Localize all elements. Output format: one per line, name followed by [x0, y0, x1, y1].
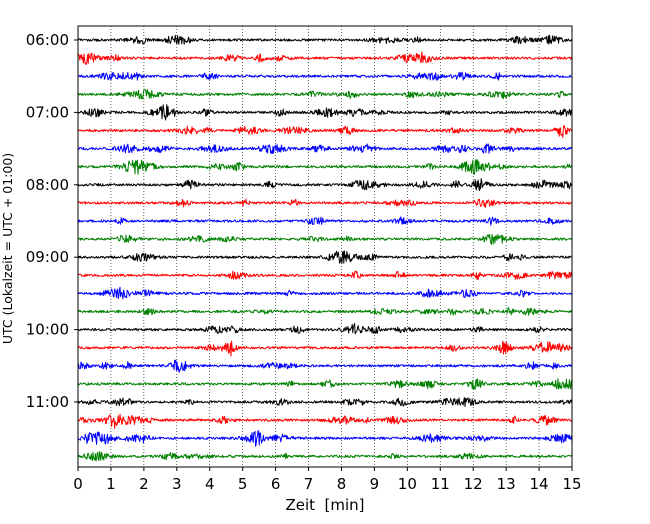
x-axis-ticks: 0 1 2 3 4 5 6 7 8 9 10 11 12 13 14 15 [73, 467, 582, 493]
x-tick-label: 5 [238, 475, 248, 493]
trace-0900 [77, 250, 573, 264]
trace-0645 [77, 88, 572, 100]
trace-0615 [77, 51, 573, 65]
trace-0745 [77, 159, 573, 175]
y-tick-label: 08:00 [26, 176, 69, 194]
trace-0830 [77, 216, 572, 226]
trace-1100 [77, 397, 573, 408]
x-tick-label: 11 [431, 475, 450, 493]
trace-0630 [77, 71, 572, 81]
trace-0930 [77, 286, 573, 300]
trace-0600 [77, 34, 573, 45]
x-tick-label: 15 [562, 475, 581, 493]
trace-0730 [77, 143, 573, 155]
x-tick-label: 1 [106, 475, 116, 493]
trace-0700 [77, 104, 573, 121]
trace-0945 [77, 307, 573, 316]
y-axis-label: UTC (Lokalzeit = UTC + 01:00) [0, 153, 15, 344]
x-tick-label: 6 [271, 475, 281, 493]
y-tick-label: 10:00 [26, 321, 69, 339]
trace-1145 [77, 451, 572, 462]
y-axis-ticks: 06:00 07:00 08:00 09:00 10:00 11:00 [26, 31, 78, 411]
x-tick-label: 10 [398, 475, 417, 493]
y-tick-label: 09:00 [26, 248, 69, 266]
trace-0845 [77, 233, 572, 245]
x-tick-label: 0 [73, 475, 83, 493]
x-tick-label: 8 [337, 475, 347, 493]
x-tick-label: 14 [530, 475, 549, 493]
trace-1130 [77, 430, 573, 447]
x-tick-label: 2 [139, 475, 149, 493]
y-tick-label: 07:00 [26, 103, 69, 121]
trace-0815 [77, 198, 573, 208]
traces [77, 34, 573, 462]
x-tick-label: 7 [304, 475, 314, 493]
x-tick-label: 13 [497, 475, 516, 493]
y-tick-label: 11:00 [26, 393, 69, 411]
trace-1115 [77, 413, 573, 429]
x-tick-label: 3 [172, 475, 182, 493]
trace-0915 [77, 270, 573, 280]
x-axis-label: Zeit [min] [285, 496, 364, 514]
trace-1045 [77, 378, 573, 390]
plot-frame [77, 25, 573, 468]
y-tick-label: 06:00 [26, 31, 69, 49]
x-tick-label: 4 [205, 475, 215, 493]
trace-0800 [77, 178, 573, 192]
trace-1000 [77, 322, 573, 335]
x-tick-label: 12 [464, 475, 483, 493]
trace-1015 [77, 340, 573, 357]
trace-0715 [77, 124, 573, 138]
x-tick-label: 9 [370, 475, 380, 493]
trace-1030 [77, 359, 573, 373]
